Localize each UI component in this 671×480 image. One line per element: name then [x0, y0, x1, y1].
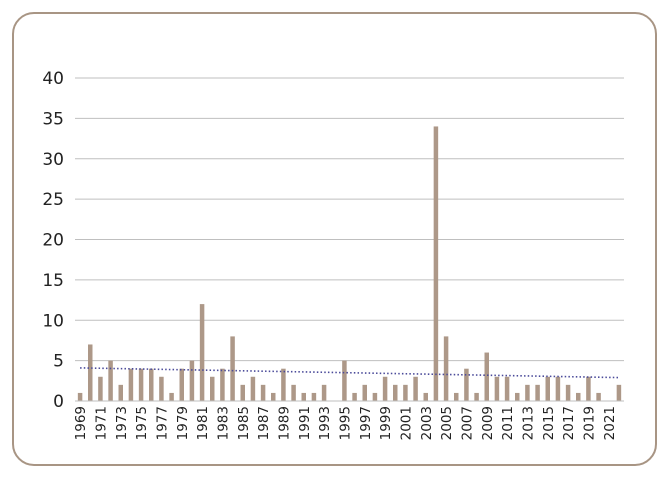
bar-1990: [291, 384, 296, 401]
bar-1985: [240, 384, 245, 401]
x-tick-label: 1985: [236, 406, 252, 440]
x-tick-label: 2015: [541, 406, 557, 440]
bar-2015: [545, 376, 550, 401]
bar-2008: [474, 392, 479, 401]
x-tick-label: 2011: [500, 406, 516, 440]
bar-1995: [342, 360, 347, 401]
bar-2014: [535, 384, 540, 401]
bar-2018: [576, 392, 581, 401]
x-tick-label: 2007: [459, 406, 475, 440]
y-tick-label: 15: [42, 271, 64, 291]
x-tick-label: 1995: [337, 406, 353, 440]
bar-1984: [230, 336, 235, 401]
x-tick-label: 2017: [561, 406, 577, 440]
bar-1973: [118, 384, 123, 401]
bar-1999: [382, 376, 388, 401]
x-tick-label: 1981: [195, 406, 211, 440]
y-tick-label: 0: [53, 392, 64, 412]
bar-1989: [281, 368, 286, 401]
bar-1969: [77, 392, 83, 401]
y-tick-label: 20: [42, 231, 64, 251]
y-tick-label: 25: [42, 190, 64, 210]
bar-2006: [454, 392, 459, 401]
x-tick-label: 1971: [93, 406, 109, 440]
bar-1992: [311, 392, 317, 401]
bar-2007: [464, 368, 469, 401]
x-tick-label: 1991: [297, 406, 313, 440]
x-tick-label: 2019: [581, 406, 597, 440]
bar-1996: [352, 392, 357, 401]
bar-1974: [128, 368, 134, 401]
bar-2013: [525, 384, 530, 401]
bar-1971: [98, 376, 103, 401]
x-tick-label: 1975: [134, 406, 150, 440]
bar-1993: [321, 384, 327, 401]
bar-1972: [108, 360, 113, 401]
bar-1987: [260, 384, 266, 401]
gridlines: [75, 77, 624, 362]
y-tick-label: 30: [42, 150, 64, 170]
bar-1998: [372, 392, 378, 401]
x-tick-label: 1999: [378, 406, 394, 440]
y-tick-label: 10: [42, 311, 64, 331]
bar-1975: [138, 368, 144, 401]
y-tick-label: 35: [42, 109, 64, 129]
bar-2022: [616, 384, 622, 401]
bar-2010: [494, 376, 500, 401]
bar-1978: [169, 392, 174, 401]
bar-1979: [179, 368, 184, 401]
x-tick-label: 2005: [439, 406, 455, 440]
x-tick-label: 1987: [256, 406, 272, 440]
y-axis-ticks: 0 5 10 15 20 25 30 35 40: [42, 69, 64, 412]
bar-1977: [159, 376, 164, 401]
bar-1991: [301, 392, 306, 401]
x-tick-label: 2003: [419, 406, 435, 440]
bar-2019: [586, 376, 591, 401]
bar-2011: [504, 376, 510, 401]
x-tick-label: 1993: [317, 406, 333, 440]
x-axis-ticks: 1969 1971 1973 1975 1977 1979 1981 1983 1985 1987…: [73, 406, 618, 440]
bar-1988: [271, 392, 276, 401]
x-tick-label: 1997: [358, 406, 374, 440]
bar-1976: [149, 368, 154, 401]
bar-2003: [423, 392, 428, 401]
bar-1983: [220, 368, 225, 401]
x-tick-label: 1979: [175, 406, 191, 440]
x-tick-label: 1969: [73, 406, 89, 440]
bar-2002: [413, 376, 418, 401]
trendline: [80, 367, 619, 379]
x-tick-label: 1977: [154, 406, 170, 440]
bar-1982: [210, 376, 215, 401]
bar-2000: [393, 384, 398, 401]
bar-2001: [403, 384, 408, 401]
bar-1986: [250, 376, 256, 401]
y-tick-label: 40: [42, 69, 64, 89]
x-tick-label: 1983: [215, 406, 231, 440]
x-tick-label: 2021: [602, 406, 618, 440]
bar-2012: [515, 392, 520, 401]
x-tick-label: 1989: [276, 406, 292, 440]
bar-2004: [433, 126, 439, 401]
bar-2017: [565, 384, 571, 401]
bars: [77, 126, 622, 401]
bar-2016: [555, 376, 561, 401]
y-tick-label: 5: [53, 352, 64, 372]
bar-2005: [443, 336, 449, 401]
bar-1970: [88, 344, 93, 401]
bar-1980: [189, 360, 195, 401]
x-tick-label: 1973: [114, 406, 130, 440]
bar-2020: [596, 392, 601, 401]
x-tick-label: 2013: [520, 406, 536, 440]
bar-1997: [362, 384, 367, 401]
x-tick-label: 2001: [398, 406, 414, 440]
bar-1981: [199, 304, 205, 401]
x-tick-label: 2009: [480, 406, 496, 440]
bar-2009: [484, 352, 489, 401]
